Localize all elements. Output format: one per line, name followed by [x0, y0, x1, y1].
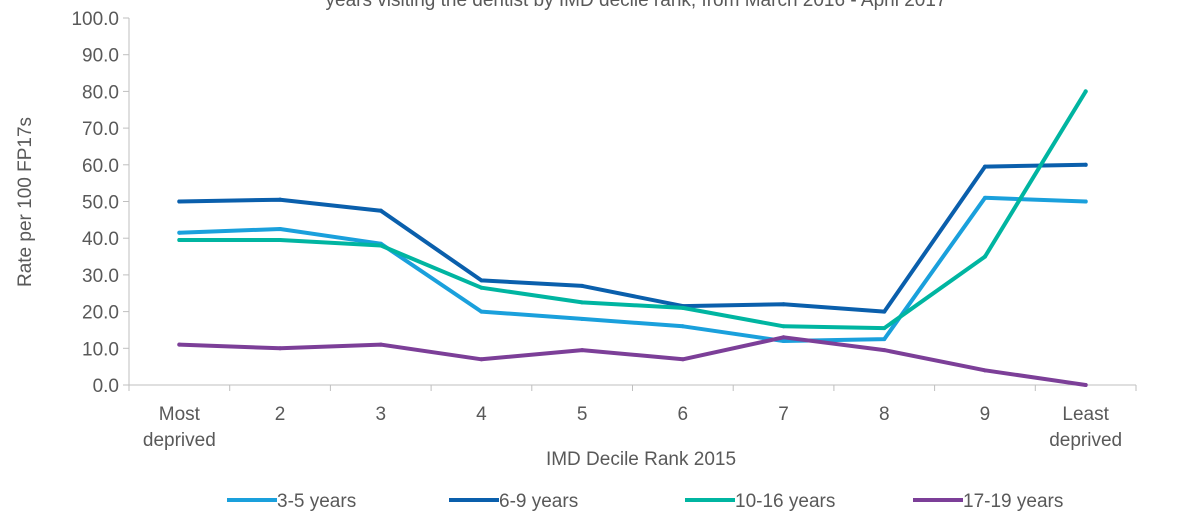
- x-tick-label: 5: [577, 404, 588, 425]
- data-point: [278, 238, 283, 243]
- data-point: [982, 164, 987, 169]
- data-point: [177, 238, 182, 243]
- data-point: [479, 357, 484, 362]
- data-point: [278, 227, 283, 232]
- data-point: [781, 335, 786, 340]
- x-tick-label: 3: [375, 404, 386, 425]
- x-axis-label: IMD Decile Rank 2015: [546, 449, 736, 470]
- y-tick-label: 60.0: [82, 156, 119, 177]
- data-point: [278, 197, 283, 202]
- y-tick-label: 100.0: [71, 9, 119, 30]
- data-point: [882, 337, 887, 342]
- legend-item: 6-9 years: [449, 491, 578, 512]
- data-point: [177, 342, 182, 347]
- data-point: [479, 309, 484, 314]
- data-point: [1083, 162, 1088, 167]
- data-point: [177, 230, 182, 235]
- series-line-1: [177, 195, 1088, 343]
- x-tick-label: 7: [778, 404, 789, 425]
- x-tick-label: 6: [678, 404, 689, 425]
- data-point: [479, 278, 484, 283]
- data-point: [580, 300, 585, 305]
- x-tick-group: Most deprived 2 3 4 5 6 7 8 9 Least deprived: [128, 385, 1137, 451]
- data-point: [982, 195, 987, 200]
- legend-item: 3-5 years: [227, 491, 356, 512]
- legend: 3-5 years 6-9 years 10-16 years 17-19 years: [227, 491, 1063, 512]
- data-point: [580, 283, 585, 288]
- data-point: [982, 368, 987, 373]
- data-point: [781, 302, 786, 307]
- data-point: [781, 338, 786, 343]
- x-tick-label: 4: [476, 404, 487, 425]
- data-point: [378, 342, 383, 347]
- data-point: [1083, 89, 1088, 94]
- series-group: [177, 89, 1088, 387]
- series-line-2: [177, 162, 1088, 314]
- data-point: [378, 208, 383, 213]
- x-tick-label: Least deprived: [1049, 404, 1122, 451]
- data-point: [781, 324, 786, 329]
- data-point: [479, 285, 484, 290]
- y-tick-label: 70.0: [82, 119, 119, 140]
- data-point: [882, 348, 887, 353]
- legend-item: 10-16 years: [685, 491, 835, 512]
- data-point: [982, 254, 987, 259]
- data-point: [278, 346, 283, 351]
- legend-item: 17-19 years: [913, 491, 1063, 512]
- y-tick-label: 90.0: [82, 46, 119, 67]
- data-point: [680, 324, 685, 329]
- y-tick-group: 0.0 10.0 20.0 30.0 40.0 50.0 60.0 70.0 80.0 90.0 1…: [71, 9, 129, 397]
- data-point: [580, 348, 585, 353]
- chart-title: years visiting the dentist by IMD decile…: [326, 0, 947, 11]
- y-tick-label: 30.0: [82, 266, 119, 287]
- x-tick-label: 9: [980, 404, 991, 425]
- y-tick-label: 80.0: [82, 82, 119, 103]
- y-tick-label: 10.0: [82, 339, 119, 360]
- data-point: [1083, 383, 1088, 387]
- legend-label: 6-9 years: [499, 491, 578, 512]
- data-point: [680, 357, 685, 362]
- data-point: [680, 305, 685, 310]
- y-tick-label: 20.0: [82, 303, 119, 324]
- data-point: [580, 316, 585, 321]
- legend-label: 17-19 years: [963, 491, 1063, 512]
- x-tick-label: Most deprived: [143, 404, 216, 451]
- data-point: [882, 309, 887, 314]
- y-tick-label: 40.0: [82, 229, 119, 250]
- x-tick-label: 2: [275, 404, 286, 425]
- series-line-4: [177, 335, 1088, 387]
- data-point: [1083, 199, 1088, 204]
- y-tick-label: 0.0: [93, 376, 119, 397]
- data-point: [177, 199, 182, 204]
- series-line-3: [177, 89, 1088, 331]
- y-tick-label: 50.0: [82, 193, 119, 214]
- legend-label: 10-16 years: [735, 491, 835, 512]
- data-point: [378, 243, 383, 248]
- legend-label: 3-5 years: [277, 491, 356, 512]
- x-tick-label: 8: [879, 404, 890, 425]
- y-axis-label: Rate per 100 FP17s: [15, 117, 36, 287]
- data-point: [882, 326, 887, 331]
